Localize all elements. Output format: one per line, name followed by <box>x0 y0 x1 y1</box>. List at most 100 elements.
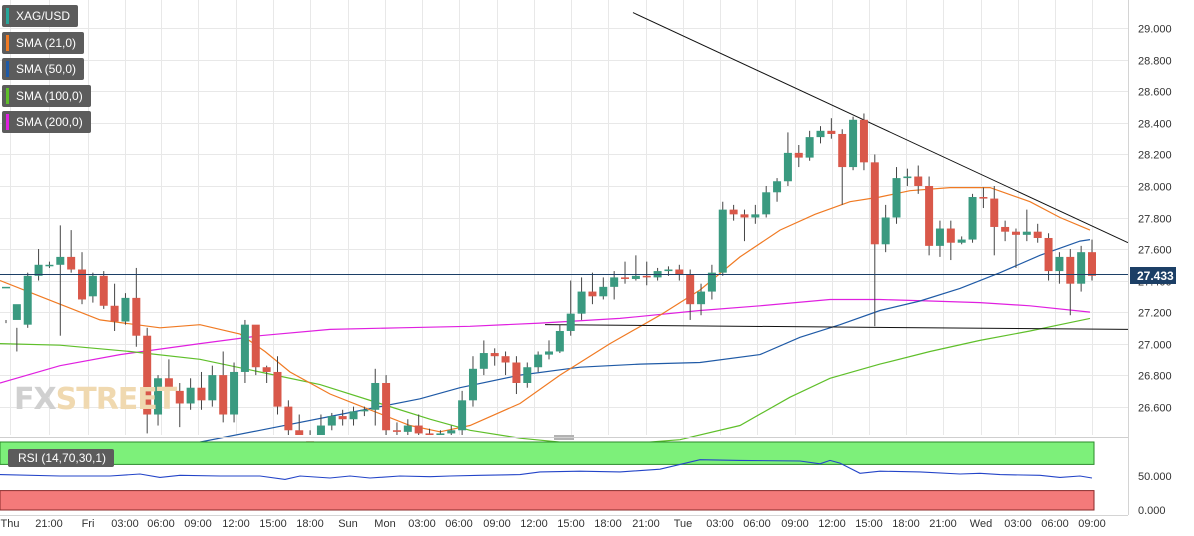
candle <box>175 382 184 428</box>
candle-body <box>1088 252 1096 276</box>
candle <box>414 414 423 435</box>
candle-body <box>262 367 271 372</box>
time-tick-label: 21:00 <box>35 518 63 530</box>
candle <box>718 201 727 276</box>
candle-body <box>968 197 977 240</box>
splitter-handle[interactable] <box>554 435 574 440</box>
candle-body <box>382 382 391 431</box>
candle <box>783 132 792 186</box>
legend-item[interactable]: XAG/USD <box>2 5 79 27</box>
time-tick-label: 06:00 <box>743 518 771 530</box>
candle <box>816 126 825 144</box>
candle-body <box>230 371 239 415</box>
legend-label: XAG/USD <box>16 9 71 23</box>
legend-item[interactable]: SMA (100,0) <box>2 84 91 107</box>
candle <box>34 249 43 281</box>
legend-label: SMA (100,0) <box>16 88 83 103</box>
candle <box>501 351 510 376</box>
candle <box>349 406 358 426</box>
candle <box>1088 239 1096 281</box>
candle-body <box>1044 237 1053 272</box>
price-tick-label: 26.600 <box>1138 403 1172 415</box>
candle <box>881 204 890 253</box>
candle <box>621 261 630 284</box>
candle <box>468 356 477 407</box>
candle <box>1066 249 1075 316</box>
time-tick-label: 18:00 <box>296 518 324 530</box>
candle-body <box>175 390 184 404</box>
candle-body <box>132 297 141 336</box>
candle-body <box>664 269 673 272</box>
grid-lines <box>0 0 1128 435</box>
legend-label: SMA (50,0) <box>16 62 77 76</box>
candle-body <box>621 277 630 279</box>
candle <box>1033 223 1042 243</box>
candle-body <box>295 430 304 435</box>
candle <box>566 280 575 336</box>
candle-body <box>208 375 217 401</box>
candle-body <box>838 133 847 168</box>
time-tick-label: 09:00 <box>483 518 511 530</box>
candle-body <box>110 305 119 322</box>
time-tick-label: 21:00 <box>632 518 660 530</box>
candle <box>164 359 173 404</box>
price-tick-label: 27.000 <box>1138 340 1172 352</box>
legend-item[interactable]: SMA (200,0) <box>2 111 91 133</box>
time-tick-label: 03:00 <box>706 518 734 530</box>
rsi-label[interactable]: RSI (14,70,30,1) <box>8 449 115 467</box>
candle-body <box>436 433 445 435</box>
time-tick-label: 06:00 <box>147 518 175 530</box>
candle <box>251 324 260 376</box>
time-tick-label: 06:00 <box>445 518 473 530</box>
candle-body <box>545 351 553 355</box>
candle <box>230 362 239 423</box>
candle <box>186 378 195 410</box>
time-tick-label: 15:00 <box>557 518 585 530</box>
candle-body <box>1077 252 1086 284</box>
price-tick-label: 27.600 <box>1138 245 1172 257</box>
candle <box>2 286 10 324</box>
time-tick-label: 06:00 <box>1041 518 1069 530</box>
candle <box>545 340 553 360</box>
candle-body <box>12 304 21 320</box>
candle-body <box>718 209 727 273</box>
price-tick-label: 26.800 <box>1138 371 1172 383</box>
candle <box>892 167 901 224</box>
candle-body <box>479 353 488 369</box>
candle-body <box>1066 256 1075 284</box>
candle-body <box>349 411 358 420</box>
time-tick-label: 12:00 <box>818 518 846 530</box>
candle <box>990 185 999 256</box>
candle <box>631 255 640 281</box>
time-tick-label: Tue <box>674 518 693 530</box>
rsi-tick-label: 50.000 <box>1138 471 1172 483</box>
time-tick-label: 15:00 <box>855 518 883 530</box>
candle <box>110 283 119 331</box>
price-tick-label: 27.200 <box>1138 308 1172 320</box>
candle-body <box>512 362 521 383</box>
legend-item[interactable]: SMA (21,0) <box>2 31 85 54</box>
candle <box>284 400 293 435</box>
candle <box>751 204 760 224</box>
candle <box>729 204 738 221</box>
trendlines <box>544 12 1129 330</box>
candle-body <box>1055 256 1064 272</box>
rsi-overbought-zone <box>0 441 1095 465</box>
time-tick-label: 03:00 <box>1004 518 1032 530</box>
candle-body <box>783 152 792 182</box>
candle-body <box>957 239 966 243</box>
candle-body <box>534 354 543 368</box>
candle <box>859 113 868 171</box>
candle-body <box>979 197 988 199</box>
candle <box>392 422 401 435</box>
candle <box>610 271 619 300</box>
candle <box>12 304 21 352</box>
legend-swatch <box>6 8 9 24</box>
candle-body <box>23 275 32 325</box>
candle <box>1055 252 1064 284</box>
legend-label: SMA (200,0) <box>16 115 83 129</box>
candle <box>327 412 336 431</box>
legend-item[interactable]: SMA (50,0) <box>2 58 85 80</box>
current-price-tag <box>1130 267 1176 284</box>
